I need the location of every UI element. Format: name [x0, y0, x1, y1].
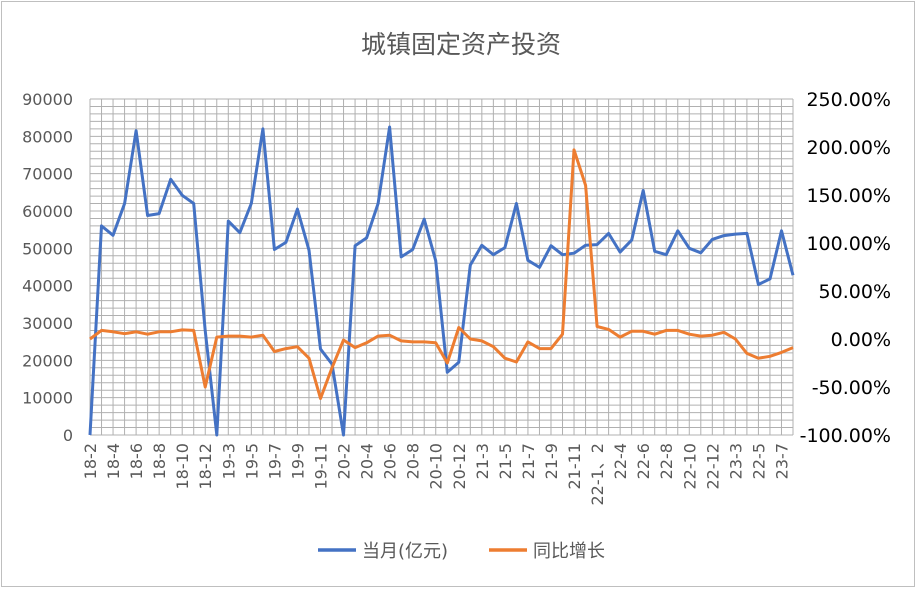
- legend-label-yoy: 同比增长: [533, 541, 605, 562]
- x-tick-label: 21-9: [542, 443, 561, 479]
- legend: 当月(亿元) 同比增长: [318, 541, 605, 562]
- chart-title: 城镇固定资产投资: [361, 30, 561, 59]
- x-tick-label: 18-6: [127, 443, 146, 479]
- y2-tick-label: 150.00%: [806, 185, 891, 207]
- x-tick-label: 19-5: [242, 443, 261, 479]
- y-tick-label: 30000: [22, 314, 73, 333]
- x-tick-label: 19-3: [219, 443, 238, 479]
- x-tick-label: 21-5: [496, 443, 515, 479]
- x-tick-label: 18-12: [196, 443, 215, 490]
- left-axis-ticks: 0 10000 20000 30000 40000 50000 60000 70000 8000…: [22, 90, 73, 445]
- x-tick-label: 21-7: [519, 443, 538, 479]
- x-tick-label: 22-4: [611, 443, 630, 479]
- y-tick-label: 0: [63, 426, 73, 445]
- x-tick-label: 18-8: [150, 443, 169, 479]
- y-tick-label: 90000: [22, 90, 73, 109]
- x-tick-label: 22-1、2: [588, 443, 607, 506]
- x-tick-label: 18-2: [81, 443, 100, 479]
- plot-grid: [89, 98, 794, 436]
- y-tick-label: 80000: [22, 127, 73, 146]
- y-tick-label: 20000: [22, 351, 73, 370]
- x-tick-label: 22-10: [680, 443, 699, 490]
- y2-tick-label: 50.00%: [819, 281, 891, 303]
- y2-tick-label: 100.00%: [806, 233, 891, 255]
- y2-tick-label: 0.00%: [831, 329, 891, 351]
- x-tick-label: 22-12: [703, 443, 722, 490]
- x-tick-label: 22-6: [634, 443, 653, 479]
- x-tick-label: 23-3: [726, 443, 745, 479]
- x-tick-label: 21-3: [473, 443, 492, 479]
- y-tick-label: 50000: [22, 239, 73, 258]
- x-tick-label: 20-10: [427, 443, 446, 490]
- x-tick-label: 19-9: [288, 443, 307, 479]
- x-tick-label: 21-11: [565, 443, 584, 490]
- x-tick-label: 22-5: [749, 443, 768, 479]
- x-tick-label: 22-8: [657, 443, 676, 479]
- x-tick-label: 20-6: [381, 443, 400, 479]
- right-axis-ticks: -100.00% -50.00% 0.00% 50.00% 100.00% 150.00%…: [800, 89, 891, 447]
- y-tick-label: 70000: [22, 165, 73, 184]
- x-tick-label: 18-4: [104, 443, 123, 479]
- x-tick-label: 20-8: [404, 443, 423, 479]
- series-layer: [88, 125, 795, 437]
- x-axis-ticks: 18-2 18-4 18-6 18-8 18-10 18-12 19-3 19-5 19-7 19…: [81, 443, 791, 506]
- x-tick-label: 19-7: [265, 443, 284, 479]
- y-tick-label: 60000: [22, 202, 73, 221]
- y-tick-label: 40000: [22, 277, 73, 296]
- y2-tick-label: 200.00%: [806, 137, 891, 159]
- x-tick-label: 20-2: [335, 443, 354, 479]
- y2-tick-label: -100.00%: [800, 425, 891, 447]
- series-line-monthly: [88, 125, 795, 437]
- y2-tick-label: -50.00%: [812, 377, 891, 399]
- x-tick-label: 19-11: [311, 443, 330, 490]
- legend-label-monthly: 当月(亿元): [362, 541, 448, 562]
- x-tick-label: 20-12: [450, 443, 469, 490]
- y2-tick-label: 250.00%: [806, 89, 891, 111]
- series-line-yoy: [89, 148, 794, 400]
- x-tick-label: 23-7: [772, 443, 791, 479]
- y-tick-label: 10000: [22, 389, 73, 408]
- x-tick-label: 18-10: [173, 443, 192, 490]
- x-tick-label: 20-4: [358, 443, 377, 479]
